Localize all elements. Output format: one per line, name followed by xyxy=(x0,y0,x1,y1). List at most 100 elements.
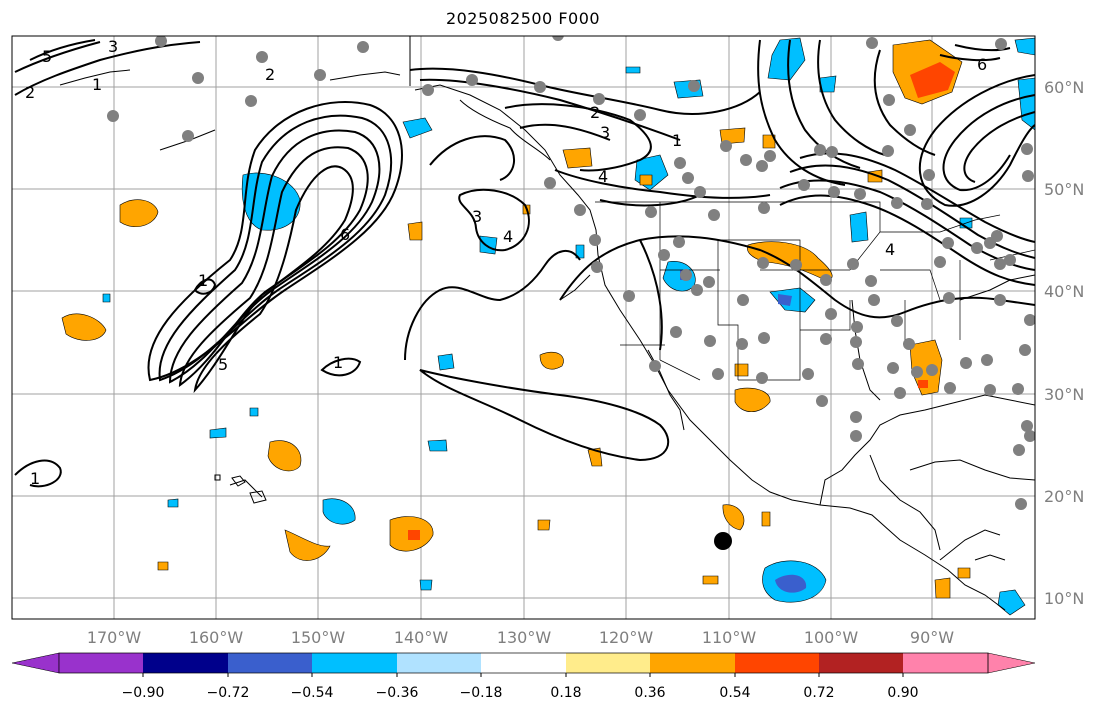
station-dot xyxy=(593,93,605,105)
colorbar-segment xyxy=(566,653,650,673)
station-dot xyxy=(756,372,768,384)
station-dot xyxy=(851,321,863,333)
colorbar-max-extend xyxy=(987,652,1036,674)
lat-label: 60°N xyxy=(1044,78,1084,97)
coastlines xyxy=(59,36,1035,611)
station-dot xyxy=(802,368,814,380)
contour-label: 2 xyxy=(590,103,600,122)
station-dot xyxy=(994,294,1006,306)
station-dot xyxy=(623,290,635,302)
station-dot xyxy=(1015,498,1027,510)
station-dot xyxy=(984,384,996,396)
station-dot xyxy=(926,364,938,376)
station-dot xyxy=(764,150,776,162)
station-dot xyxy=(852,358,864,370)
station-dot xyxy=(422,84,434,96)
lat-label: 30°N xyxy=(1044,385,1084,404)
colorbar-segment xyxy=(397,653,481,673)
station-dot xyxy=(182,130,194,142)
storm-center-marker xyxy=(714,532,732,550)
station-dot xyxy=(1024,430,1035,442)
station-dot xyxy=(534,81,546,93)
station-dot xyxy=(680,269,692,281)
station-dot xyxy=(1012,383,1024,395)
colorbar-segment xyxy=(228,653,312,673)
station-dot xyxy=(921,198,933,210)
contour-label: 5 xyxy=(218,355,228,374)
colorbar-tick-labels: −0.90 −0.72 −0.54 −0.36 −0.18 0.18 0.36 … xyxy=(122,685,919,701)
station-dot xyxy=(882,145,894,157)
lat-label: 40°N xyxy=(1044,282,1084,301)
colorbar-tick-label: −0.18 xyxy=(460,685,503,701)
station-dot xyxy=(994,258,1006,270)
colorbar-tick-label: −0.90 xyxy=(122,685,165,701)
lat-label: 20°N xyxy=(1044,487,1084,506)
contour-label: 3 xyxy=(472,207,482,226)
station-dot xyxy=(820,274,832,286)
station-dot xyxy=(107,110,119,122)
station-dot xyxy=(891,197,903,209)
station-dot xyxy=(894,387,906,399)
colorbar-tick-label: 0.72 xyxy=(803,685,834,701)
station-dot xyxy=(798,179,810,191)
station-dot xyxy=(828,186,840,198)
station-dot xyxy=(814,144,826,156)
contour-label: 1 xyxy=(333,353,343,372)
station-dot xyxy=(847,258,859,270)
station-dot xyxy=(850,430,862,442)
station-dot xyxy=(649,360,661,372)
contour-label: 6 xyxy=(340,225,350,244)
colorbar-segment xyxy=(312,653,397,673)
station-dot xyxy=(720,140,732,152)
station-dot xyxy=(736,338,748,350)
station-dot xyxy=(903,338,915,350)
islands xyxy=(214,474,267,504)
station-dot xyxy=(850,411,862,423)
lat-label: 50°N xyxy=(1044,180,1084,199)
station-dot xyxy=(790,259,802,271)
station-dot xyxy=(591,261,603,273)
graticule xyxy=(12,36,1035,619)
colorbar-tick-label: 0.90 xyxy=(887,685,918,701)
station-dot xyxy=(942,237,954,249)
station-dot xyxy=(1004,254,1016,266)
contour-label: 2 xyxy=(265,65,275,84)
station-dot xyxy=(1021,143,1033,155)
station-dot xyxy=(1019,344,1031,356)
contour-label: 1 xyxy=(672,131,682,150)
colorbar-tick-label: 0.54 xyxy=(719,685,750,701)
lon-label: 100°W xyxy=(804,628,859,647)
colorbar-tick-label: 0.36 xyxy=(634,685,665,701)
station-dot xyxy=(1013,444,1025,456)
station-dot xyxy=(991,230,1003,242)
colorbar-segment xyxy=(903,653,988,673)
station-dot xyxy=(971,242,983,254)
station-dot xyxy=(934,256,946,268)
station-dot xyxy=(1022,170,1034,182)
station-dot xyxy=(943,292,955,304)
station-dot xyxy=(756,160,768,172)
station-dot xyxy=(245,95,257,107)
station-dot xyxy=(691,284,703,296)
station-dot xyxy=(704,335,716,347)
station-dot xyxy=(192,72,204,84)
station-dot xyxy=(960,357,972,369)
contour-label-group: 1 1 1 1 1 2 2 2 3 3 3 4 4 4 5 5 6 6 xyxy=(25,37,987,488)
station-dot xyxy=(544,177,556,189)
station-dot xyxy=(866,37,878,49)
colorbar-segment xyxy=(481,653,566,673)
colorbar-border xyxy=(58,652,989,674)
station-dot xyxy=(688,80,700,92)
colorbar-tick-label: −0.54 xyxy=(291,685,334,701)
contour-label: 3 xyxy=(108,37,118,56)
contour-label: 6 xyxy=(977,55,987,74)
station-dot xyxy=(737,294,749,306)
latitude-labels: 60°N 50°N 40°N 30°N 20°N 10°N xyxy=(1044,78,1084,608)
contour-label: 2 xyxy=(25,83,35,102)
lon-label: 130°W xyxy=(497,628,552,647)
station-dot xyxy=(887,362,899,374)
station-dot xyxy=(703,276,715,288)
station-dot xyxy=(1021,420,1033,432)
contour-label: 5 xyxy=(42,47,52,66)
contour-label: 1 xyxy=(92,75,102,94)
